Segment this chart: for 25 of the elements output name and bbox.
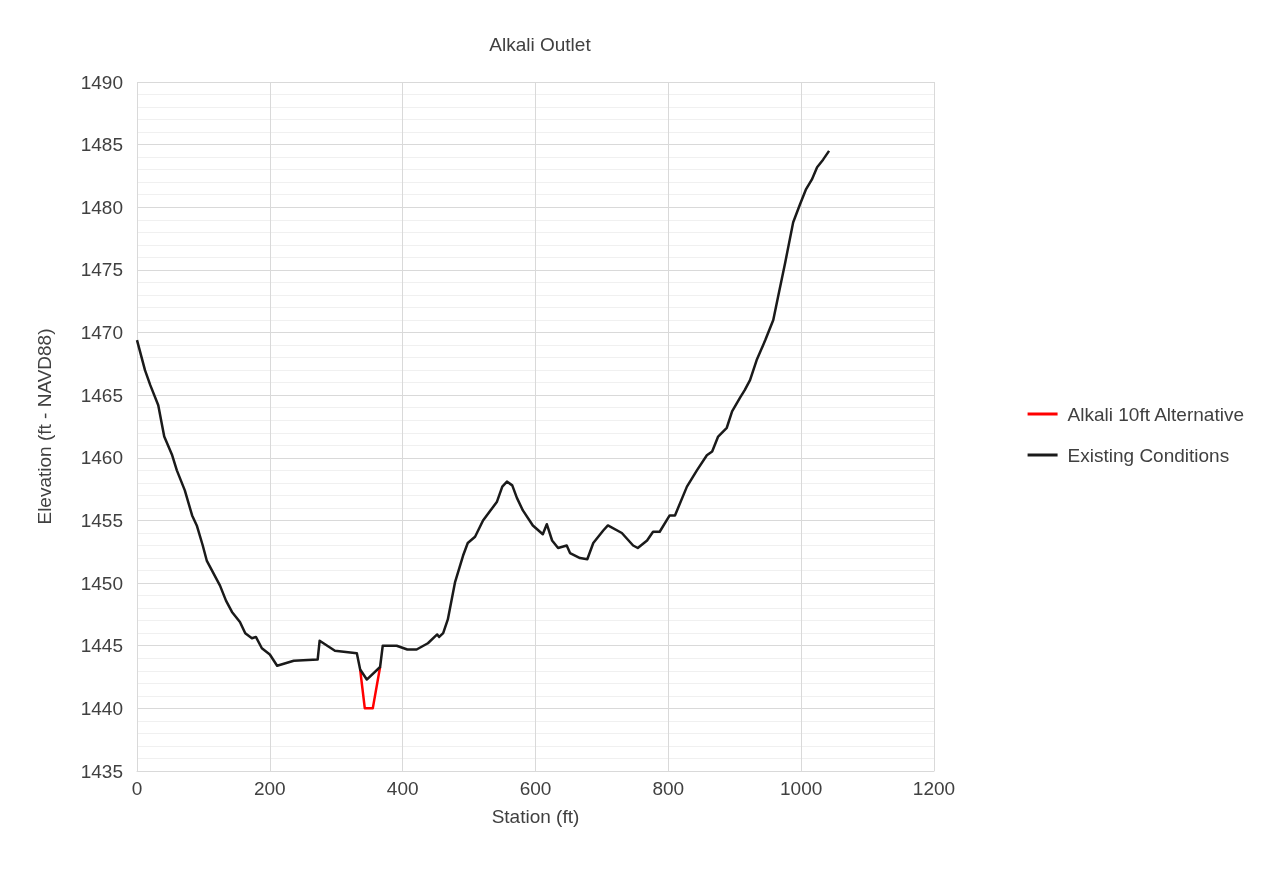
legend-label: Existing Conditions xyxy=(1067,444,1230,466)
y-tick-label: 1470 xyxy=(80,322,123,344)
y-tick-label: 1450 xyxy=(80,572,123,594)
y-tick-label: 1445 xyxy=(80,635,123,657)
x-tick-label: 800 xyxy=(652,778,685,799)
line-series xyxy=(135,149,831,681)
y-tick-label: 1485 xyxy=(80,134,123,156)
x-tick-label: 600 xyxy=(519,778,552,799)
x-tick-label: 200 xyxy=(253,778,286,799)
x-tick-label: 0 xyxy=(131,778,143,799)
y-tick-label: 1455 xyxy=(80,509,123,531)
y-tick-label: 1465 xyxy=(80,384,123,406)
y-axis-title: Elevation (ft - NAVD88) xyxy=(34,328,55,525)
x-tick-label: 1200 xyxy=(912,778,956,799)
y-tick-label: 1440 xyxy=(80,697,123,719)
chart-title: Alkali Outlet xyxy=(489,34,592,55)
y-tick-label: 1490 xyxy=(80,71,123,93)
y-tick-label: 1480 xyxy=(80,196,123,218)
legend-label: Alkali 10ft Alternative xyxy=(1067,403,1244,425)
x-axis-title: Station (ft) xyxy=(491,806,580,827)
x-tick-label: 1000 xyxy=(780,778,823,799)
y-tick-label: 1460 xyxy=(80,447,123,469)
x-tick-label: 400 xyxy=(386,778,419,799)
y-tick-label: 1435 xyxy=(80,760,123,782)
y-tick-label: 1475 xyxy=(80,259,123,281)
